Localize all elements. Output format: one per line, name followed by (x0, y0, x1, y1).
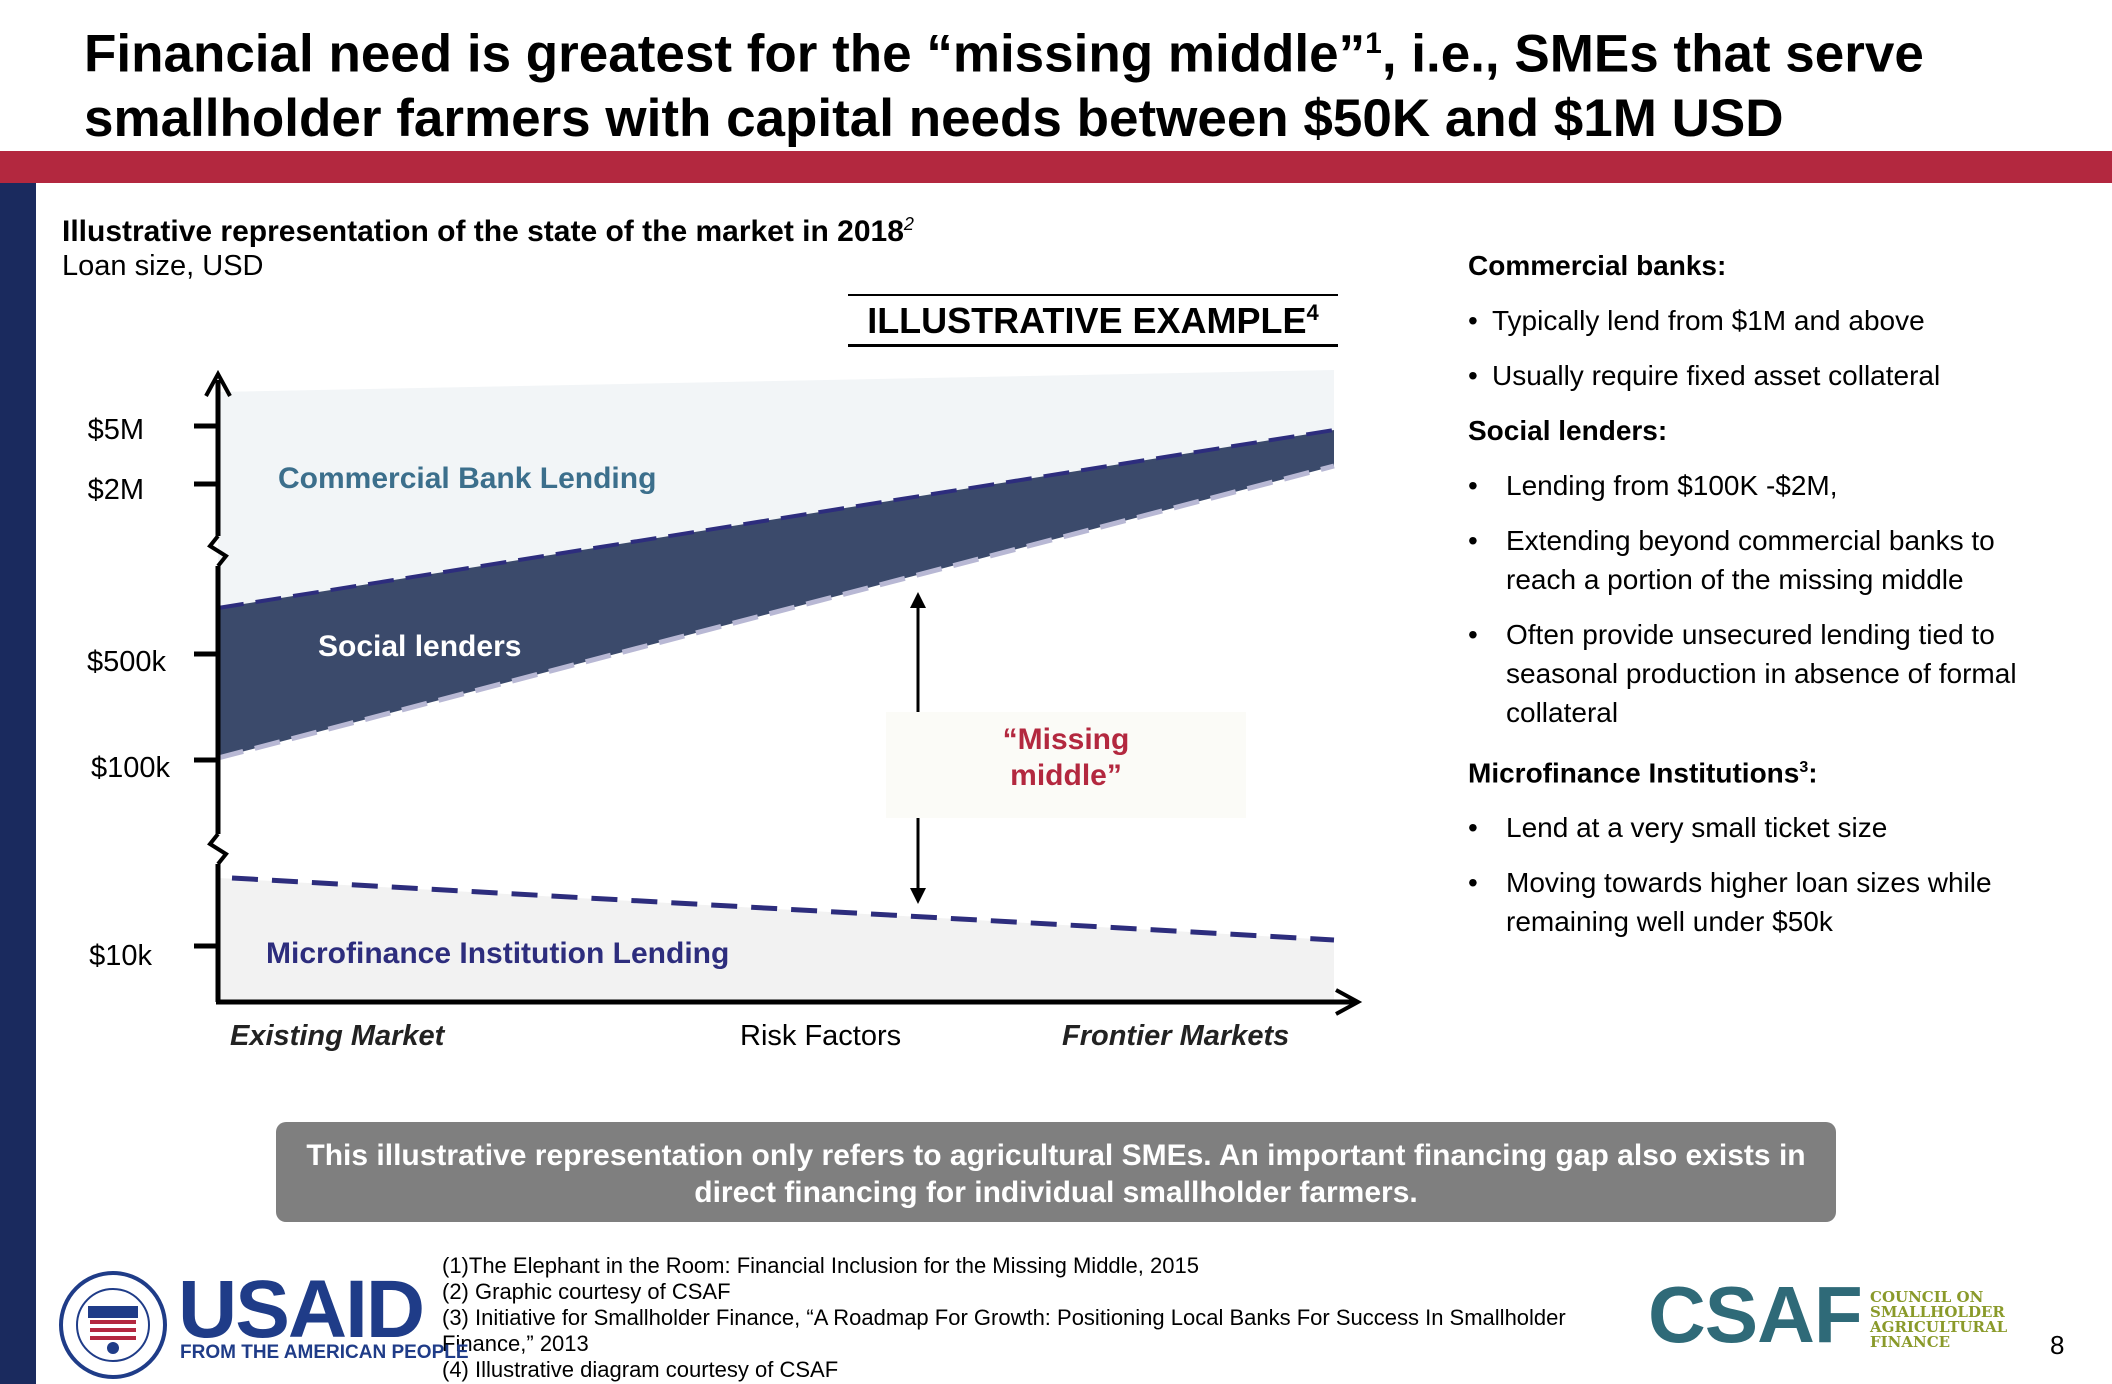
csaf-logo-text: CSAF (1648, 1270, 1863, 1359)
missing-middle-line1: “Missing (1002, 723, 1130, 756)
missing-middle-line2: middle” (1010, 759, 1122, 792)
y-axis-arrowhead (204, 369, 232, 397)
missing-middle-arrowhead-up (910, 592, 926, 608)
note-callout: This illustrative representation only re… (276, 1122, 1836, 1222)
social-lenders-label: Social lenders (318, 630, 522, 663)
csaf-logo-subtitle: COUNCIL ON SMALLHOLDER AGRICULTURAL FINA… (1870, 1288, 2008, 1351)
list-item: • Moving towards higher loan sizes while … (1468, 867, 1992, 938)
missing-middle-arrowhead-down (910, 888, 926, 904)
page-title: Financial need is greatest for the “miss… (84, 24, 1924, 148)
list-item: • Lending from $100K -$2M, (1468, 470, 1838, 501)
list-item: • Often provide unsecured lending tied to… (1468, 619, 2017, 728)
microfinance-region (218, 878, 1334, 1000)
list-item: • Typically lend from $1M and above (1468, 305, 1925, 336)
y-tick-label: $10k (89, 940, 152, 972)
y-axis-break-upper (207, 534, 229, 568)
left-accent-band (0, 183, 36, 1384)
commercial-bank-region (218, 370, 1334, 608)
x-label-existing-market: Existing Market (230, 1020, 445, 1052)
section-heading: Social lenders: (1468, 415, 1668, 446)
microfinance-lending-label: Microfinance Institution Lending (266, 937, 730, 970)
footnote: (2) Graphic courtesy of CSAF (442, 1279, 731, 1304)
section-heading: Commercial banks: (1468, 250, 1727, 281)
y-tick-label: $2M (87, 474, 144, 506)
illustrative-example-badge: ILLUSTRATIVE EXAMPLE4 (848, 294, 1338, 347)
y-tick-label: $5M (87, 414, 144, 446)
usaid-seal-logo (59, 1271, 167, 1379)
usaid-tagline: FROM THE AMERICAN PEOPLE (180, 1342, 469, 1363)
x-label-frontier-markets: Frontier Markets (1062, 1020, 1290, 1052)
mfi-boundary-dash (231, 875, 1335, 943)
x-label-risk-factors: Risk Factors (740, 1020, 902, 1052)
footnote: (4) Illustrative diagram courtesy of CSA… (442, 1357, 839, 1382)
y-tick-label: $100k (90, 752, 170, 784)
x-axis-arrowhead (1335, 988, 1363, 1016)
chart-title: Illustrative representation of the state… (62, 214, 914, 248)
list-item: • Lend at a very small ticket size (1468, 812, 1888, 844)
lender-descriptions: Commercial banks: • Typically lend from $… (1468, 246, 2068, 957)
footnote: (3) Initiative for Smallholder Finance, … (442, 1305, 1566, 1356)
social-lenders-region (218, 430, 1334, 758)
y-axis-break-lower (207, 832, 229, 866)
top-accent-band (0, 151, 2112, 183)
y-tick-label: $500k (86, 646, 166, 678)
footnotes: (1)The Elephant in the Room: Financial I… (442, 1253, 1592, 1383)
missing-middle-label: “Missing middle” (886, 712, 1246, 818)
footnote: (1)The Elephant in the Room: Financial I… (442, 1253, 1199, 1278)
chart-subtitle: Loan size, USD (62, 250, 264, 282)
section-heading: Microfinance Institutions3: (1468, 757, 1818, 789)
list-item: • Extending beyond commercial banks to re… (1468, 525, 1995, 595)
social-boundary-dash (217, 463, 1335, 761)
commercial-bank-lending-label: Commercial Bank Lending (278, 462, 657, 495)
list-item: • Usually require fixed asset collateral (1468, 360, 1941, 391)
page-number: 8 (2050, 1330, 2065, 1360)
usaid-logo-text: USAID (178, 1264, 425, 1355)
